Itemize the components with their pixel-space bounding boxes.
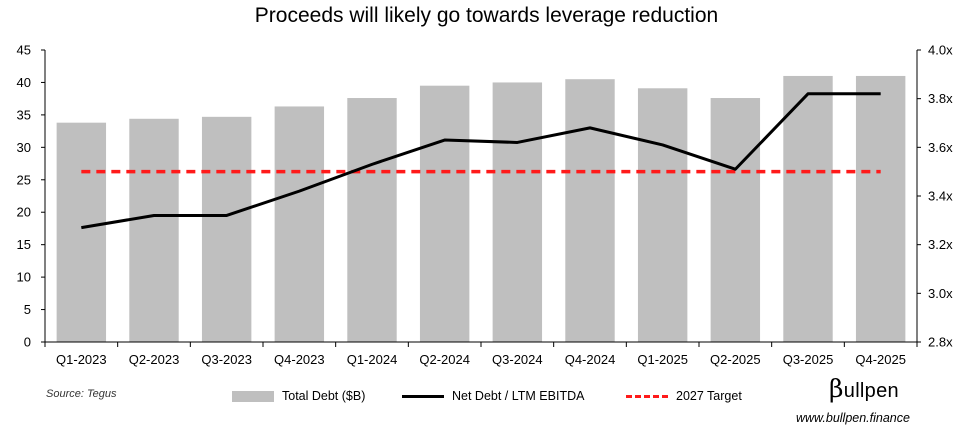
y-right-tick-label: 3.6x [928,140,953,155]
y-left-tick-label: 10 [17,270,31,285]
bar-q2-2024 [419,85,470,342]
legend-item-net-debt: Net Debt / LTM EBITDA [402,389,584,403]
legend-label-target: 2027 Target [676,389,742,403]
x-tick-label: Q2-2023 [129,352,180,367]
bar-q4-2025 [855,75,906,342]
y-right-tick-label: 4.0x [928,43,953,58]
x-tick-label: Q3-2023 [201,352,252,367]
source-note: Source: Tegus [46,388,117,400]
legend-item-target: 2027 Target [626,389,742,403]
bar-q3-2025 [783,75,833,342]
y-left-tick-label: 30 [17,140,31,155]
y-left-tick-label: 40 [17,75,31,90]
legend-swatch-line [402,394,444,398]
y-left-tick-label: 20 [17,205,31,220]
x-tick-label: Q1-2023 [56,352,107,367]
bar-q2-2025 [710,98,761,342]
bar-q1-2024 [347,98,397,342]
y-left-tick-label: 25 [17,172,31,187]
bar-q1-2025 [637,88,688,342]
y-right-tick-label: 3.0x [928,286,953,301]
legend-swatch-dashed [626,394,668,398]
legend-label-net-debt: Net Debt / LTM EBITDA [452,389,585,403]
y-left-tick-label: 0 [24,335,31,350]
x-tick-label: Q3-2024 [492,352,543,367]
y-left-tick-label: 15 [17,237,31,252]
x-tick-label: Q4-2023 [274,352,325,367]
y-right-tick-label: 3.2x [928,237,953,252]
bar-q3-2024 [492,82,543,342]
x-tick-label: Q1-2024 [347,352,398,367]
y-right-tick-label: 3.4x [928,189,953,204]
bar-q4-2023 [274,106,325,342]
chart-title: Proceeds will likely go towards leverage… [254,4,719,27]
bar-q1-2023 [56,122,107,342]
x-tick-label: Q2-2025 [710,352,761,367]
y-right-tick-label: 3.8x [928,91,953,106]
y-left-tick-label: 5 [24,302,31,317]
legend-swatch-bar [232,390,274,402]
x-tick-label: Q2-2024 [419,352,470,367]
x-tick-label: Q3-2025 [783,352,834,367]
x-tick-label: Q4-2025 [855,352,906,367]
y-right-tick-label: 2.8x [928,335,953,350]
x-tick-label: Q4-2024 [565,352,616,367]
legend-label-total-debt: Total Debt ($B) [282,389,366,403]
y-left-tick-label: 35 [17,107,31,122]
brand-beta-glyph: β [829,374,844,403]
bar-q4-2024 [565,79,615,342]
legend-item-total-debt: Total Debt ($B) [232,389,365,403]
brand-url: www.bullpen.finance [796,411,910,425]
net-debt-line [81,92,881,230]
bar-q2-2023 [129,118,179,342]
y-left-tick-label: 45 [17,43,31,58]
brand-name: ullpen [843,380,899,402]
brand-logo: βullpen [829,374,899,403]
bar-q3-2023 [201,116,252,342]
x-tick-label: Q1-2025 [637,352,688,367]
